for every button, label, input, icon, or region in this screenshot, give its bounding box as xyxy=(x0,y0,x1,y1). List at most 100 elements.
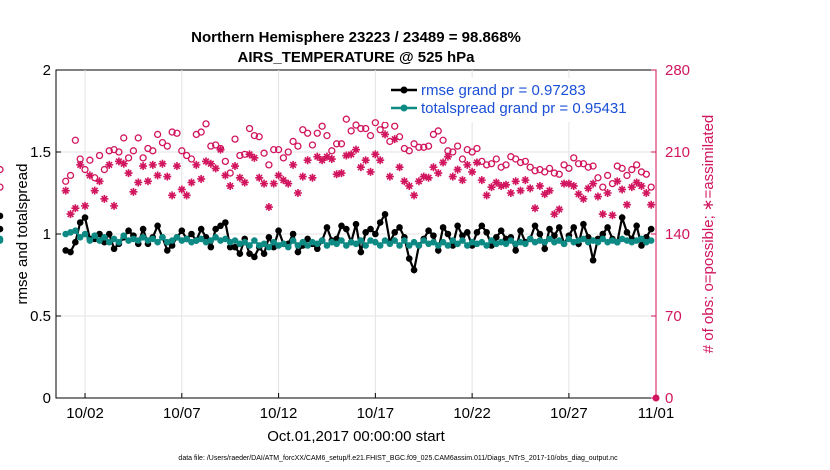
rmse-point xyxy=(294,248,302,256)
obs-assimilated-point xyxy=(134,178,143,187)
obs-assimilated-point xyxy=(453,165,462,174)
obs-possible-point xyxy=(628,165,636,174)
obs-assimilated-point xyxy=(119,159,128,168)
obs-possible-point xyxy=(66,171,75,180)
obs-assimilated-point xyxy=(511,177,520,186)
totalspread-point xyxy=(265,243,273,251)
rmse-point xyxy=(459,232,466,239)
obs-possible-point xyxy=(357,124,365,133)
obs-assimilated-point xyxy=(221,171,230,180)
obs-possible-point xyxy=(589,162,597,170)
obs-possible-point xyxy=(560,161,568,169)
obs-possible-point xyxy=(294,142,302,150)
obs-possible-point xyxy=(405,147,413,155)
totalspread-point xyxy=(526,235,534,243)
rmse-point xyxy=(139,225,147,233)
obs-possible-point xyxy=(453,142,462,150)
totalspread-point xyxy=(405,242,413,249)
obs-assimilated-point xyxy=(66,210,75,219)
obs-possible-point xyxy=(323,131,331,140)
chart-title: Northern Hemisphere 23223 / 23489 = 98.8… xyxy=(191,29,521,46)
rmse-point xyxy=(570,224,578,231)
y2-axis-label: # of obs: o=possible; ∗=assimilated xyxy=(700,115,717,354)
obs-assimilated-point xyxy=(235,173,244,182)
totalspread-point xyxy=(502,240,510,248)
obs-possible-point xyxy=(139,154,147,162)
obs-assimilated-point xyxy=(206,159,215,168)
obs-assimilated-point xyxy=(608,211,617,220)
totalspread-point xyxy=(72,227,79,235)
rmse-point xyxy=(555,224,563,231)
obs-assimilated-point xyxy=(540,190,549,199)
rmse-point xyxy=(478,222,486,230)
totalspread-point xyxy=(115,238,123,246)
rmse-point xyxy=(105,230,113,238)
rmse-point xyxy=(217,222,224,230)
obs-possible-point xyxy=(120,134,128,142)
obs-possible-point xyxy=(202,120,210,128)
obs-assimilated-point xyxy=(627,183,636,192)
obs-assimilated-point xyxy=(298,172,307,181)
obs-assimilated-point xyxy=(376,156,385,165)
obs-possible-point xyxy=(570,154,578,162)
rmse-point xyxy=(493,233,500,241)
obs-possible-point xyxy=(420,143,428,151)
obs-assimilated-point xyxy=(434,169,443,178)
obs-possible-point xyxy=(134,134,142,142)
obs-possible-point xyxy=(439,136,447,144)
obs-assimilated-point xyxy=(637,181,646,190)
totalspread-point xyxy=(251,237,258,244)
totalspread-point xyxy=(430,238,437,246)
obs-assimilated-point xyxy=(153,171,162,180)
totalspread-point xyxy=(410,238,418,246)
obs-assimilated-point xyxy=(158,159,167,168)
totalspread-point xyxy=(647,237,655,244)
totalspread-point xyxy=(560,240,568,248)
rmse-point xyxy=(425,227,432,235)
totalspread-point xyxy=(101,233,108,241)
rmse-point xyxy=(168,242,176,249)
obs-possible-point xyxy=(221,157,230,166)
obs-assimilated-point xyxy=(76,160,85,169)
obs-assimilated-point xyxy=(395,163,404,172)
rmse-point xyxy=(618,214,626,221)
totalspread-point xyxy=(522,240,529,248)
x-tick-label: 10/12 xyxy=(260,405,298,422)
obs-assimilated-point xyxy=(245,150,254,159)
series-layer xyxy=(0,116,660,402)
ticks-layer: 0 0.5 1 1.5 2 0 70 140 210 280 10/02 10/07 10/12 10/1… xyxy=(30,62,690,422)
rmse-point xyxy=(439,224,447,231)
rmse-point xyxy=(352,220,360,228)
rmse-point xyxy=(67,248,74,256)
rmse-point xyxy=(265,233,273,241)
obs-assimilated-point xyxy=(129,187,138,196)
obs-possible-point xyxy=(332,140,341,148)
obs-possible-point xyxy=(594,174,602,182)
obs-assimilated-point xyxy=(598,210,607,219)
obs-possible-point xyxy=(313,129,321,137)
obs-possible-point xyxy=(579,160,588,168)
rmse-point xyxy=(362,229,369,236)
obs-possible-point xyxy=(299,126,307,134)
rmse-point xyxy=(154,222,161,230)
obs-possible-point xyxy=(153,130,162,139)
obs-possible-point xyxy=(555,170,563,178)
obs-assimilated-point xyxy=(531,204,540,213)
obs-possible-point xyxy=(599,183,607,191)
obs-possible-point xyxy=(647,183,655,191)
series-2 xyxy=(0,227,655,251)
totalspread-point xyxy=(139,233,147,241)
obs-assimilated-point xyxy=(560,179,569,188)
obs-assimilated-point xyxy=(458,176,467,185)
obs-assimilated-point xyxy=(216,145,225,154)
rmse-point xyxy=(405,255,413,262)
obs-assimilated-point xyxy=(202,157,210,166)
obs-assimilated-point xyxy=(81,201,90,210)
obs-possible-point xyxy=(124,154,133,162)
obs-assimilated-point xyxy=(564,179,573,188)
totalspread-point xyxy=(86,237,94,244)
rmse-point xyxy=(517,227,524,235)
obs-possible-point xyxy=(565,164,573,173)
totalspread-point xyxy=(478,238,486,246)
rmse-point xyxy=(633,222,640,230)
